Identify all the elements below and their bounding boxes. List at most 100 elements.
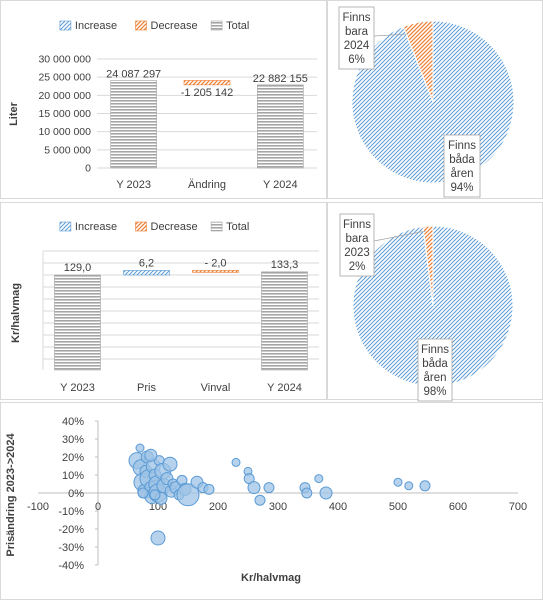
legend-label-decrease: Decrease — [151, 20, 198, 32]
bubble-point — [176, 483, 200, 507]
bubble-panel: -40% -30% -20% -10% 0% 10% 20% 30% 40% -100 0 100 20… — [0, 402, 543, 600]
legend-swatch-increase — [59, 20, 72, 31]
bubble-point — [247, 481, 261, 495]
y-tick-label: -30% — [58, 542, 84, 554]
pie-chart-2023: Finns bara 2023 2% Finns båda åren 98% — [339, 213, 514, 402]
price-waterfall-panel: Increase Decrease Total Kr/halvmag 129,0 Y 20… — [0, 202, 327, 400]
x-tick-label: 700 — [509, 501, 527, 513]
x-tick-label: 400 — [329, 501, 347, 513]
bubble-point — [319, 486, 333, 500]
pie-label-line: åren — [450, 168, 473, 180]
bubble-chart: -40%-30%-20%-10%0%10%20%30%40%-100 0 100 20… — [5, 416, 527, 584]
y-tick-label: 5 000 000 — [44, 144, 91, 156]
data-label: - 2,0 — [204, 257, 226, 269]
y-tick-label: -20% — [58, 524, 84, 536]
y-tick-label: 40% — [62, 416, 84, 428]
pie-leader-line — [373, 33, 409, 37]
pie-label-line: 94% — [450, 182, 473, 194]
pie-slice-big — [351, 20, 515, 184]
y-axis-label: Prisändring 2023->2024 — [5, 433, 17, 557]
legend-label-increase: Increase — [75, 221, 117, 233]
legend-label-decrease: Decrease — [151, 221, 198, 233]
bubble-point — [150, 530, 166, 546]
legend-label-increase: Increase — [75, 20, 117, 32]
pie-label-line: 2% — [349, 261, 366, 273]
bubble-point — [419, 480, 431, 492]
x-tick-label: 500 — [389, 501, 407, 513]
pie-label-line: Finns — [421, 344, 449, 356]
y-axis-label: Liter — [8, 101, 20, 126]
pie-leader-line — [373, 230, 427, 242]
bubble-point — [231, 457, 241, 467]
data-label: -1 205 142 — [181, 87, 234, 99]
y-tick-label: 15 000 000 — [38, 108, 91, 120]
bar-decrease — [192, 270, 239, 273]
pie-label-line: 2023 — [344, 247, 370, 259]
bubble-point — [301, 487, 313, 499]
pie-label-line: båda — [422, 358, 448, 370]
bar-total — [261, 271, 308, 371]
pie-chart-2024: Finns bara 2024 6% Finns båda åren 94% — [338, 6, 515, 198]
x-tick-label: Ändring — [188, 179, 226, 191]
y-tick-label: -40% — [58, 560, 84, 572]
y-tick-label: -10% — [58, 506, 84, 518]
legend-swatch-decrease — [135, 221, 147, 232]
bubble-point — [263, 482, 275, 494]
pie-2024-panel: Finns bara 2024 6% Finns båda åren 94% — [327, 0, 543, 199]
bubble-point — [135, 443, 145, 453]
y-tick-label: 25 000 000 — [38, 72, 91, 84]
pie-label-line: Finns — [448, 140, 476, 152]
data-label: 129,0 — [64, 262, 92, 274]
liter-waterfall-chart: Increase Decrease Total 0 5 000 000 10 000 00… — [8, 20, 317, 191]
data-label: 22 882 155 — [253, 73, 308, 85]
bubble-point — [137, 487, 149, 499]
pie-label-line: åren — [423, 372, 446, 384]
bar-total — [257, 84, 304, 169]
x-tick-label: 300 — [269, 501, 287, 513]
y-tick-label: 10% — [62, 470, 84, 482]
x-tick-label: 0 — [95, 501, 101, 513]
pie-label-line: bara — [345, 26, 369, 38]
price-waterfall-chart: Increase Decrease Total Kr/halvmag 129,0 Y 20… — [10, 221, 319, 394]
legend-swatch-decrease — [135, 20, 147, 31]
data-label: 24 087 297 — [106, 68, 161, 80]
legend-swatch-increase — [59, 221, 72, 232]
y-tick-label: 0 — [85, 163, 91, 175]
pie-label-box — [338, 6, 375, 70]
pie-label-box — [417, 338, 453, 402]
bubble-point — [393, 477, 403, 487]
bubble-point — [144, 448, 158, 462]
x-axis-label: Kr/halvmag — [241, 572, 301, 584]
data-label: 6,2 — [139, 257, 154, 269]
x-tick-label: Y 2024 — [267, 382, 302, 394]
legend-label-total: Total — [226, 221, 249, 233]
pie-label-line: båda — [449, 154, 475, 166]
bubble-point — [404, 481, 414, 491]
y-tick-label: 10 000 000 — [38, 126, 91, 138]
pie-label-line: Finns — [342, 12, 370, 24]
x-tick-label: Y 2023 — [60, 382, 95, 394]
bubble-point — [162, 456, 178, 472]
bubble-point — [314, 474, 324, 484]
liter-waterfall-panel: Increase Decrease Total 0 5 000 000 10 000 00… — [0, 0, 327, 199]
bar-total — [54, 274, 101, 371]
bubble-point — [149, 489, 161, 501]
pie-2023-panel: Finns bara 2023 2% Finns båda åren 98% — [327, 202, 543, 402]
x-tick-label: -100 — [27, 501, 49, 513]
x-tick-label: 600 — [449, 501, 467, 513]
pie-label-box — [339, 213, 375, 277]
pie-label-box — [443, 134, 481, 198]
bar-decrease — [183, 80, 231, 86]
x-tick-label: Y 2023 — [116, 179, 151, 191]
x-tick-label: 200 — [209, 501, 227, 513]
legend-swatch-total — [210, 221, 223, 232]
y-tick-label: 20 000 000 — [38, 90, 91, 102]
pie-label-line: bara — [345, 233, 369, 245]
y-tick-label: 20% — [62, 452, 84, 464]
pie-label-line: 6% — [348, 54, 365, 66]
bar-total — [110, 80, 157, 169]
y-tick-label: 30 000 000 — [38, 54, 91, 66]
y-tick-label: 30% — [62, 434, 84, 446]
pie-label-line: Finns — [343, 219, 371, 231]
pie-label-line: 2024 — [344, 40, 370, 52]
